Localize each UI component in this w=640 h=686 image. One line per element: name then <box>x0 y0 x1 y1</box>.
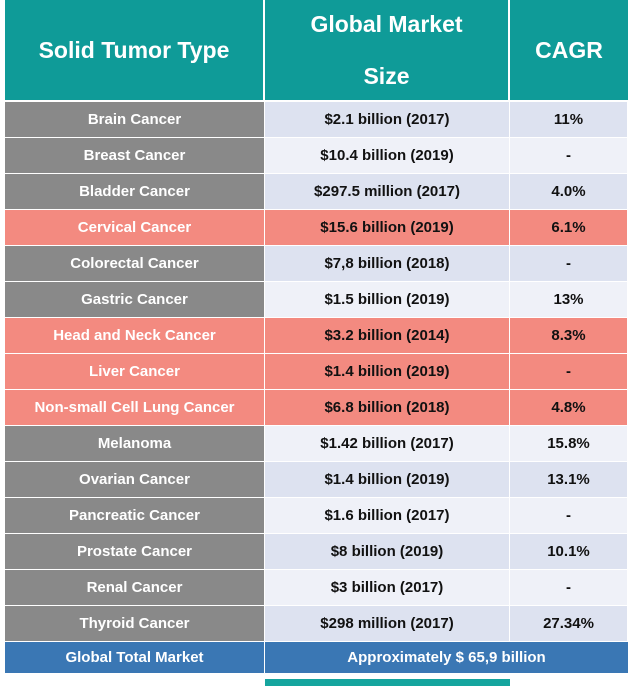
tumor-type-cell: Bladder Cancer <box>5 174 265 210</box>
cagr-cell: 4.0% <box>510 174 628 210</box>
table-row: Brain Cancer $2.1 billion (2017) 11% <box>5 102 628 138</box>
table-row: Renal Cancer $3 billion (2017) - <box>5 570 628 606</box>
table-header-row: Solid Tumor Type Global Market Size CAGR <box>5 0 628 102</box>
table-row: Ovarian Cancer $1.4 billion (2019) 13.1% <box>5 462 628 498</box>
market-size-cell: $6.8 billion (2018) <box>265 390 510 426</box>
market-size-cell: $297.5 million (2017) <box>265 174 510 210</box>
tumor-type-cell: Ovarian Cancer <box>5 462 265 498</box>
market-size-cell: $1.4 billion (2019) <box>265 462 510 498</box>
header-market-size: Global Market Size <box>265 0 510 102</box>
total-row: Global Total Market Approximately $ 65,9… <box>5 642 628 674</box>
market-size-cell: $1.4 billion (2019) <box>265 354 510 390</box>
cagr-cell: 27.34% <box>510 606 628 642</box>
market-size-cell: $10.4 billion (2019) <box>265 138 510 174</box>
table-row: Liver Cancer $1.4 billion (2019) - <box>5 354 628 390</box>
cagr-cell: 4.8% <box>510 390 628 426</box>
table-row: Non-small Cell Lung Cancer $6.8 billion (… <box>5 390 628 426</box>
table-row: Gastric Cancer $1.5 billion (2019) 13% <box>5 282 628 318</box>
tumor-type-cell: Renal Cancer <box>5 570 265 606</box>
cagr-cell: - <box>510 570 628 606</box>
cagr-cell: - <box>510 498 628 534</box>
tumor-type-cell: Liver Cancer <box>5 354 265 390</box>
tumor-type-cell: Non-small Cell Lung Cancer <box>5 390 265 426</box>
tumor-type-cell: Colorectal Cancer <box>5 246 265 282</box>
market-size-cell: $7,8 billion (2018) <box>265 246 510 282</box>
cagr-cell: - <box>510 246 628 282</box>
cagr-cell: 6.1% <box>510 210 628 246</box>
table-row: Colorectal Cancer $7,8 billion (2018) - <box>5 246 628 282</box>
table-row: Breast Cancer $10.4 billion (2019) - <box>5 138 628 174</box>
tumor-type-cell: Head and Neck Cancer <box>5 318 265 354</box>
header-market-size-line1: Global Market <box>310 11 463 37</box>
market-size-cell: $298 million (2017) <box>265 606 510 642</box>
header-tumor-type: Solid Tumor Type <box>5 0 265 102</box>
tumor-type-cell: Breast Cancer <box>5 138 265 174</box>
cagr-cell: 13% <box>510 282 628 318</box>
table-row: Head and Neck Cancer $3.2 billion (2014) 8… <box>5 318 628 354</box>
market-size-cell: $1.42 billion (2017) <box>265 426 510 462</box>
tumor-type-cell: Brain Cancer <box>5 102 265 138</box>
table-body: Brain Cancer $2.1 billion (2017) 11% Breast… <box>5 102 628 642</box>
accent-bar <box>265 679 510 686</box>
tumor-type-cell: Melanoma <box>5 426 265 462</box>
table-row: Thyroid Cancer $298 million (2017) 27.34% <box>5 606 628 642</box>
market-size-cell: $1.6 billion (2017) <box>265 498 510 534</box>
market-size-cell: $8 billion (2019) <box>265 534 510 570</box>
market-table: Solid Tumor Type Global Market Size CAGR… <box>5 0 628 674</box>
table-row: Cervical Cancer $15.6 billion (2019) 6.1% <box>5 210 628 246</box>
tumor-type-cell: Pancreatic Cancer <box>5 498 265 534</box>
cagr-cell: 13.1% <box>510 462 628 498</box>
header-market-size-line2: Size <box>363 63 410 89</box>
tumor-type-cell: Thyroid Cancer <box>5 606 265 642</box>
total-label: Global Total Market <box>5 642 265 674</box>
market-size-cell: $2.1 billion (2017) <box>265 102 510 138</box>
tumor-type-cell: Cervical Cancer <box>5 210 265 246</box>
header-market-size-label: Global Market Size <box>310 0 462 102</box>
cagr-cell: 15.8% <box>510 426 628 462</box>
market-size-cell: $3.2 billion (2014) <box>265 318 510 354</box>
header-cagr-label: CAGR <box>535 36 603 63</box>
table-row: Prostate Cancer $8 billion (2019) 10.1% <box>5 534 628 570</box>
cagr-cell: 8.3% <box>510 318 628 354</box>
market-size-cell: $3 billion (2017) <box>265 570 510 606</box>
cagr-cell: - <box>510 138 628 174</box>
cagr-cell: - <box>510 354 628 390</box>
table-row: Bladder Cancer $297.5 million (2017) 4.0% <box>5 174 628 210</box>
cagr-cell: 11% <box>510 102 628 138</box>
market-size-cell: $1.5 billion (2019) <box>265 282 510 318</box>
table-row: Melanoma $1.42 billion (2017) 15.8% <box>5 426 628 462</box>
tumor-type-cell: Gastric Cancer <box>5 282 265 318</box>
market-size-cell: $15.6 billion (2019) <box>265 210 510 246</box>
total-value: Approximately $ 65,9 billion <box>265 642 628 674</box>
cagr-cell: 10.1% <box>510 534 628 570</box>
header-tumor-type-label: Solid Tumor Type <box>38 36 230 63</box>
tumor-type-cell: Prostate Cancer <box>5 534 265 570</box>
table-row: Pancreatic Cancer $1.6 billion (2017) - <box>5 498 628 534</box>
header-cagr: CAGR <box>510 0 628 102</box>
